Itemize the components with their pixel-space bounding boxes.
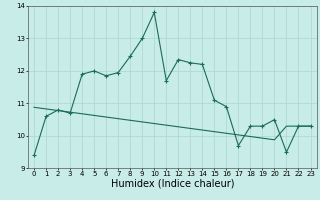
- X-axis label: Humidex (Indice chaleur): Humidex (Indice chaleur): [110, 179, 234, 189]
